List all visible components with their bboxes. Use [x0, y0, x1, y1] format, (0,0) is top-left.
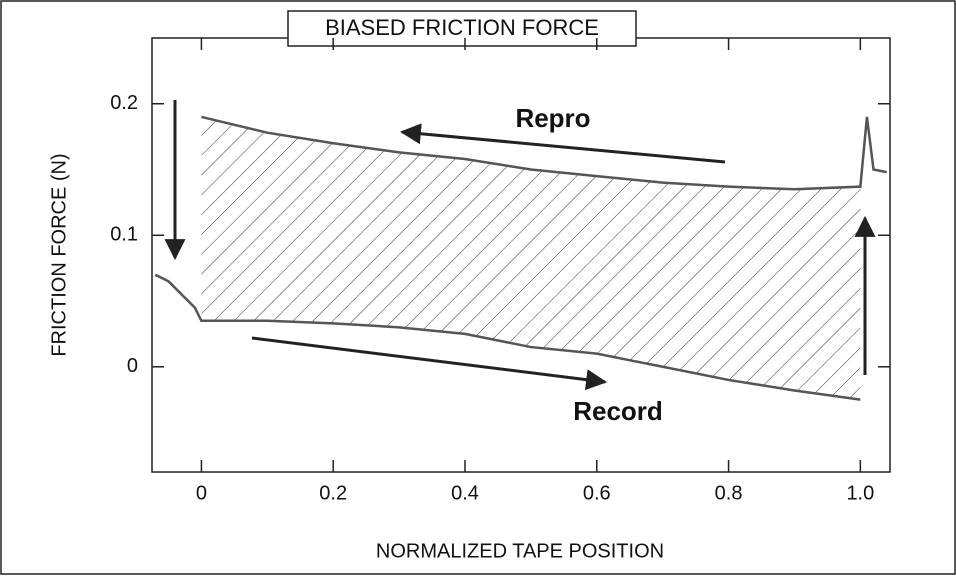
chart-title: BIASED FRICTION FORCE — [325, 15, 599, 40]
title-box — [287, 10, 637, 47]
series-line — [201, 115, 887, 191]
y-tick-label: 0.2 — [110, 92, 138, 114]
x-tick-label: 0.8 — [715, 482, 743, 504]
y-axis-label: FRICTION FORCE (N) — [48, 153, 70, 356]
series-label: Repro — [515, 103, 590, 133]
x-tick-label: 0 — [196, 482, 207, 504]
x-tick-label: 0.2 — [319, 482, 347, 504]
y-tick-label: 0.1 — [110, 224, 138, 246]
series-label: Record — [573, 396, 663, 426]
series-line — [154, 273, 861, 401]
x-tick-label: 0.6 — [583, 482, 611, 504]
repro-arrow — [399, 123, 726, 164]
record-arrow — [251, 336, 608, 391]
x-tick-label: 0.4 — [451, 482, 479, 504]
hatched-area — [201, 116, 861, 400]
x-tick-label: 1.0 — [846, 482, 874, 504]
y-tick-label: 0 — [127, 355, 138, 377]
x-axis-label: NORMALIZED TAPE POSITION — [376, 540, 664, 562]
